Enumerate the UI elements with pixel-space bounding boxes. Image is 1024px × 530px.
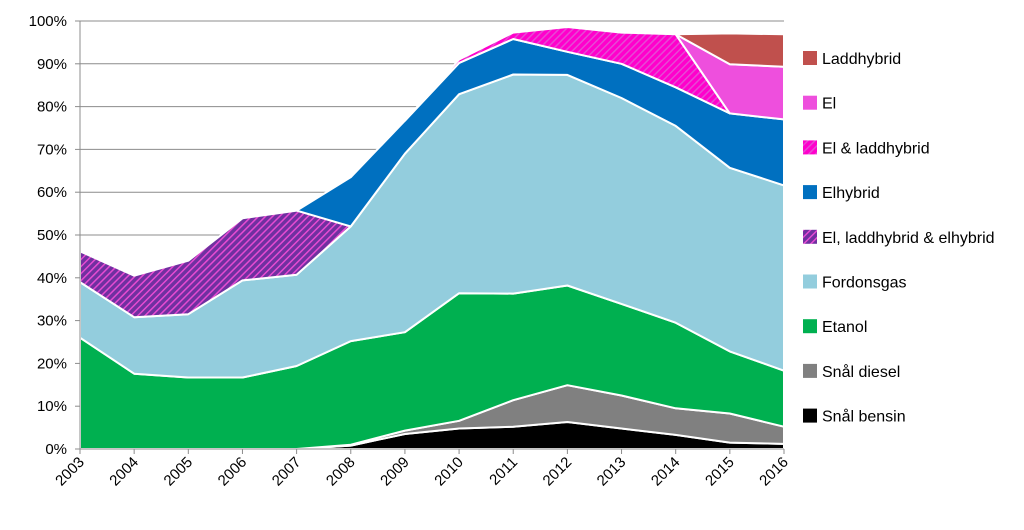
legend-label: El, laddhybrid & elhybrid: [822, 230, 995, 247]
legend-swatch: [803, 95, 817, 110]
x-tick-label: 2004: [106, 454, 142, 490]
legend-swatch: [803, 140, 817, 155]
y-tick-label: 40%: [37, 270, 67, 287]
area-laddhybrid: [674, 32, 785, 68]
y-tick-label: 30%: [37, 313, 67, 330]
y-tick-label: 90%: [37, 56, 67, 73]
legend-label: Fordonsgas: [822, 275, 907, 292]
x-tick-label: 2005: [161, 454, 197, 490]
x-tick-label: 2007: [269, 454, 305, 490]
y-tick-label: 50%: [37, 227, 67, 244]
x-tick-label: 2010: [431, 454, 467, 490]
legend-label: Elhybrid: [822, 185, 880, 202]
legend-label: Snål bensin: [822, 408, 906, 426]
x-tick-label: 2016: [756, 454, 792, 490]
legend-label: Laddhybrid: [822, 51, 901, 68]
x-tick-label: 2009: [377, 454, 413, 490]
legend-swatch: [803, 408, 817, 423]
legend-swatch: [803, 51, 817, 65]
y-tick-label: 100%: [29, 13, 67, 30]
y-tick-label: 20%: [37, 355, 67, 372]
y-tick-label: 60%: [37, 184, 67, 201]
y-tick-label: 70%: [37, 141, 67, 158]
legend-swatch: [803, 319, 817, 334]
x-tick-label: 2006: [215, 454, 251, 490]
y-tick-label: 0%: [45, 441, 67, 458]
x-axis-ticks: 2003 2004 2005 2006 2007 2008 2009 2010 2011 2012…: [52, 454, 792, 490]
x-tick-label: 2015: [702, 454, 738, 490]
x-tick-label: 2013: [594, 454, 630, 490]
legend-label: El: [822, 96, 836, 113]
x-tick-label: 2003: [52, 454, 88, 490]
x-tick-label: 2011: [486, 454, 521, 489]
x-tick-label: 2012: [540, 454, 576, 490]
area-el-laddhybrid-elhybrid: [79, 209, 352, 319]
x-tick-label: 2014: [648, 454, 684, 490]
x-tick-label: 2008: [323, 454, 359, 490]
legend-swatch: [803, 363, 817, 378]
legend-swatch: [803, 185, 817, 200]
legend-swatch: [803, 274, 817, 289]
legend-label: Snål diesel: [822, 363, 900, 381]
legend-label: Etanol: [822, 319, 867, 336]
y-tick-label: 10%: [37, 398, 67, 415]
axes: [75, 20, 785, 454]
y-axis-ticks: 0% 10% 20% 30% 40% 50% 60% 70% 80% 90% 100%: [29, 13, 67, 458]
series-areas: [79, 26, 785, 450]
legend-swatch: [803, 229, 817, 244]
legend-label: El & laddhybrid: [822, 140, 930, 157]
y-tick-label: 80%: [37, 99, 67, 116]
legend: Laddhybrid El El & laddhybrid Elhybrid El, l…: [803, 51, 995, 426]
